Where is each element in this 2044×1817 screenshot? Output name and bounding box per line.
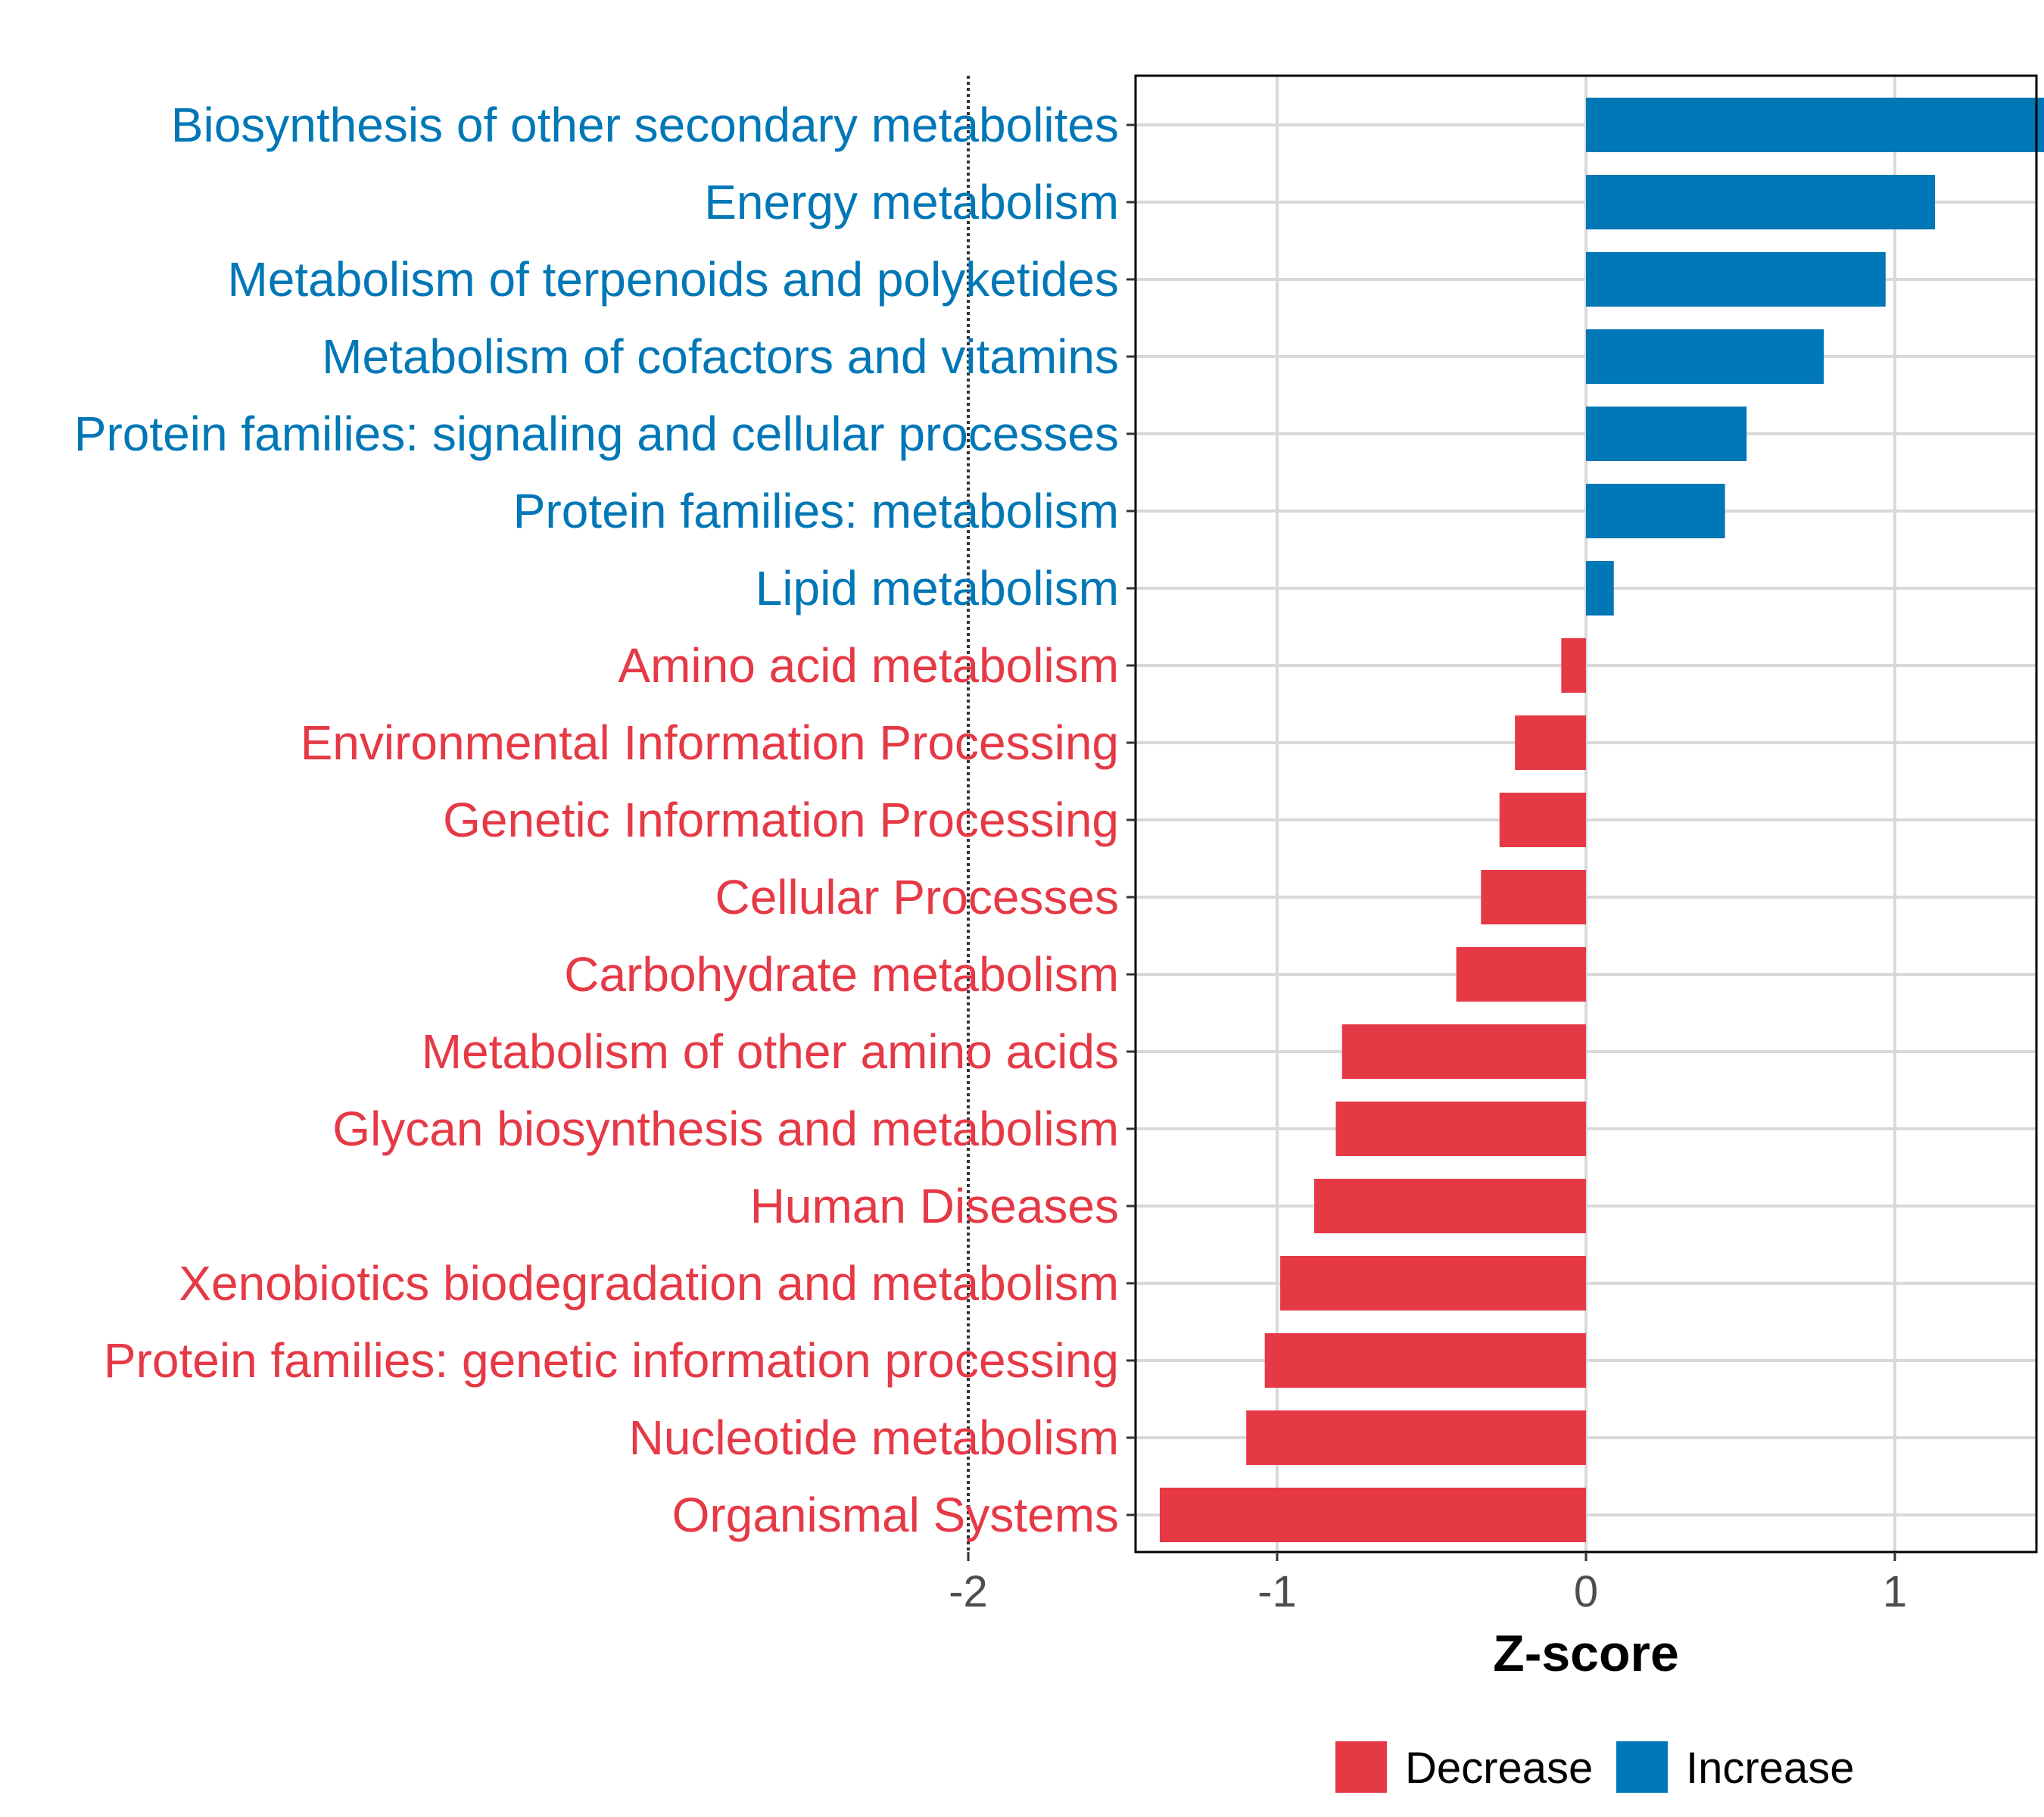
category-label: Protein families: genetic information pr… (104, 1333, 1119, 1388)
bar (1280, 1256, 1586, 1311)
category-label: Protein families: signaling and cellular… (74, 407, 1119, 461)
bar (1586, 98, 2044, 152)
category-label: Cellular Processes (715, 870, 1119, 924)
category-label: Environmental Information Processing (301, 715, 1119, 770)
category-label: Metabolism of other amino acids (422, 1024, 1119, 1079)
bars (1159, 98, 2044, 1542)
bar (1515, 715, 1586, 770)
bar (1586, 175, 1936, 229)
x-axis-title: Z-score (1493, 1625, 1679, 1682)
y-tick-marks (1126, 123, 1136, 1516)
category-label: Biosynthesis of other secondary metaboli… (171, 98, 1119, 152)
legend-label-increase: Increase (1686, 1744, 1854, 1793)
category-label: Metabolism of cofactors and vitamins (322, 329, 1119, 384)
x-tick-label: -1 (1257, 1567, 1297, 1616)
bar (1246, 1410, 1586, 1465)
bar (1481, 870, 1586, 924)
bar (1159, 1488, 1586, 1542)
category-label: Amino acid metabolism (618, 638, 1119, 693)
category-label: Nucleotide metabolism (629, 1410, 1119, 1465)
legend-swatch-decrease (1335, 1741, 1387, 1793)
legend: Decrease Increase (1335, 1741, 1854, 1793)
x-tick-label: -2 (949, 1567, 988, 1616)
category-labels: Biosynthesis of other secondary metaboli… (74, 98, 1119, 1542)
bar (1499, 793, 1586, 847)
x-tick-label: 0 (1574, 1567, 1598, 1616)
bar (1586, 407, 1747, 461)
category-label: Glycan biosynthesis and metabolism (332, 1102, 1119, 1156)
bar (1335, 1102, 1586, 1156)
bar (1586, 484, 1725, 538)
category-label: Xenobiotics biodegradation and metabolis… (179, 1256, 1119, 1311)
legend-swatch-increase (1616, 1741, 1668, 1793)
category-label: Lipid metabolism (756, 561, 1119, 616)
bar (1586, 329, 1824, 384)
bar (1561, 638, 1586, 693)
category-label: Human Diseases (750, 1179, 1119, 1233)
bar (1586, 561, 1614, 616)
x-tick-label: 1 (1883, 1567, 1907, 1616)
category-label: Genetic Information Processing (443, 793, 1119, 847)
category-label: Energy metabolism (704, 175, 1119, 229)
legend-label-decrease: Decrease (1405, 1744, 1593, 1793)
bar (1264, 1333, 1586, 1388)
category-label: Protein families: metabolism (513, 484, 1119, 538)
bar (1341, 1024, 1586, 1079)
x-ticks: -2-1012 (949, 1552, 1907, 1616)
category-label: Carbohydrate metabolism (564, 947, 1119, 1002)
bar (1313, 1179, 1586, 1233)
bar (1586, 252, 1886, 307)
bar (1456, 947, 1586, 1002)
category-label: Organismal Systems (672, 1488, 1119, 1542)
category-label: Metabolism of terpenoids and polyketides (227, 252, 1119, 307)
